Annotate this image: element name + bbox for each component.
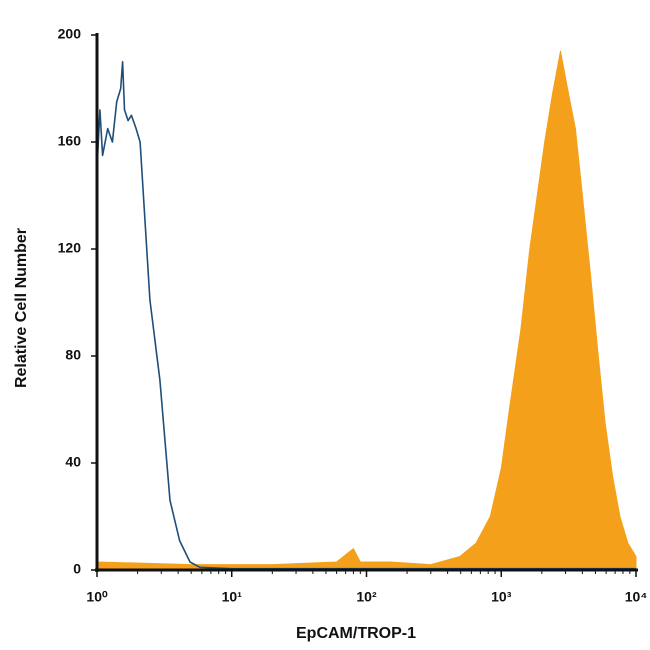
y-tick-label: 0: [73, 561, 81, 577]
y-tick-label: 200: [58, 26, 82, 42]
y-tick-label: 120: [58, 240, 82, 256]
y-tick-label: 40: [65, 454, 81, 470]
y-tick-label: 80: [65, 347, 81, 363]
x-tick-label: 10⁰: [86, 589, 108, 605]
x-tick-label: 10³: [491, 589, 512, 605]
x-tick-label: 10²: [356, 589, 377, 605]
x-tick-label: 10⁴: [625, 589, 648, 605]
histogram-line: [96, 61, 636, 570]
x-axis-title: EpCAM/TROP-1: [296, 625, 416, 642]
y-tick-label: 160: [58, 133, 82, 149]
y-axis-title: Relative Cell Number: [13, 228, 30, 388]
histogram-area: [96, 50, 637, 571]
x-tick-label: 10¹: [222, 589, 243, 605]
